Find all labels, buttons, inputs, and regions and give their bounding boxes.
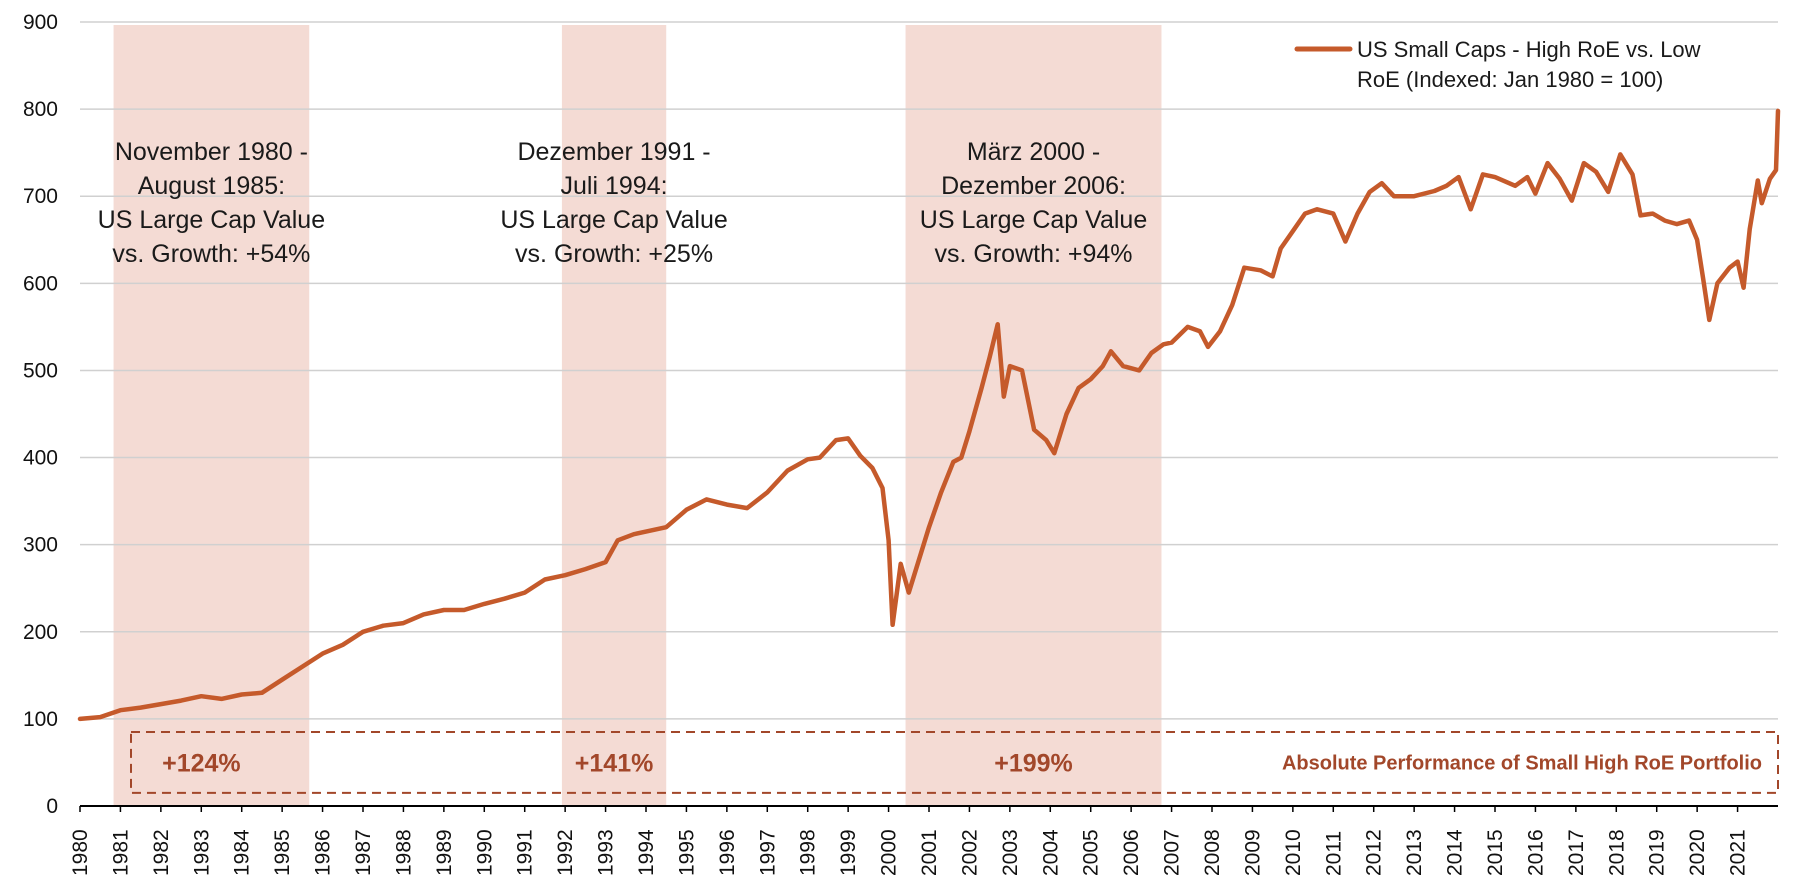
performance-value-1: +124% (162, 749, 241, 777)
x-tick-label: 1988 (392, 829, 415, 876)
x-tick-label: 2021 (1727, 829, 1750, 876)
y-tick-label: 600 (23, 272, 58, 295)
x-tick-label: 2020 (1686, 829, 1709, 876)
x-tick-label: 1980 (69, 829, 92, 876)
x-tick-label: 2003 (999, 829, 1022, 876)
y-tick-label: 100 (23, 708, 58, 731)
x-tick-label: 1995 (675, 829, 698, 876)
period-annotation-line: Dezember 2006: (941, 172, 1126, 200)
series-line-1 (77, 108, 1781, 722)
x-tick-label: 1993 (595, 829, 618, 876)
legend-label: US Small Caps - High RoE vs. Low (1357, 37, 1701, 62)
x-tick-label: 1997 (756, 829, 779, 876)
x-tick-label: 2007 (1161, 829, 1184, 876)
x-tick-label: 2010 (1282, 829, 1305, 876)
period-annotation-line: US Large Cap Value (98, 206, 325, 234)
x-tick-label: 2017 (1565, 829, 1588, 876)
performance-box-label: Absolute Performance of Small High RoE P… (1282, 752, 1762, 774)
x-tick-label: 2019 (1646, 829, 1669, 876)
x-tick-label: 1983 (190, 829, 213, 876)
x-tick-label: 1996 (716, 829, 739, 876)
x-tick-label: 1999 (837, 829, 860, 876)
x-tick-label: 2014 (1444, 829, 1467, 876)
x-tick-label: 2001 (918, 829, 941, 876)
legend: US Small Caps - High RoE vs. Low RoE (Ind… (1294, 37, 1701, 92)
x-tick-label: 1998 (797, 829, 820, 876)
x-tick-label: 2015 (1484, 829, 1507, 876)
x-tick-label: 2005 (1080, 829, 1103, 876)
y-tick-label: 500 (23, 359, 58, 382)
x-tick-label: 2013 (1403, 829, 1426, 876)
y-tick-label: 200 (23, 621, 58, 644)
series-lines (77, 108, 1781, 722)
x-tick-label: 2000 (878, 829, 901, 876)
x-tick-label: 2002 (958, 829, 981, 876)
x-tick-label: 2018 (1605, 829, 1628, 876)
legend-label: RoE (Indexed: Jan 1980 = 100) (1357, 67, 1663, 92)
y-tick-label: 400 (23, 447, 58, 470)
x-tick-label: 1986 (312, 829, 335, 876)
x-tick-label: 1981 (109, 829, 132, 876)
period-annotation-line: vs. Growth: +94% (935, 240, 1133, 268)
x-tick-label: 1992 (554, 829, 577, 876)
shaded-period-2 (561, 25, 667, 806)
x-tick-label: 2009 (1241, 829, 1264, 876)
x-axis-tick-labels: 1980 1981 1982 1983 1984 1985 1986 1987 1988 1989… (69, 806, 1750, 876)
period-annotation-line: November 1980 - (115, 138, 308, 166)
x-tick-label: 1991 (514, 829, 537, 876)
x-tick-label: 1987 (352, 829, 375, 876)
shaded-period-3 (905, 25, 1162, 806)
x-tick-label: 2012 (1363, 829, 1386, 876)
y-tick-label: 900 (23, 11, 58, 34)
performance-box: +124% +141% +199% Absolute Performance of S… (130, 730, 1779, 794)
y-tick-label: 300 (23, 534, 58, 557)
y-tick-label: 0 (46, 795, 58, 818)
period-annotation-line: Dezember 1991 - (517, 138, 710, 166)
y-axis-tick-labels: 0 100 200 300 400 500 600 700 800 900 (23, 11, 58, 818)
period-annotation-line: März 2000 - (967, 138, 1100, 166)
shaded-period-1 (113, 25, 310, 806)
x-tick-label: 1985 (271, 829, 294, 876)
x-tick-label: 2006 (1120, 829, 1143, 876)
x-tick-label: 1994 (635, 829, 658, 876)
performance-value-2: +141% (575, 749, 654, 777)
period-annotation-line: vs. Growth: +54% (112, 240, 310, 268)
x-tick-label: 1989 (433, 829, 456, 876)
x-tick-label: 1990 (473, 829, 496, 876)
x-tick-label: 2008 (1201, 829, 1224, 876)
period-annotation-line: vs. Growth: +25% (515, 240, 713, 268)
shaded-periods (113, 25, 1162, 806)
period-annotation-line: US Large Cap Value (500, 206, 727, 234)
x-tick-label: 2004 (1039, 829, 1062, 876)
y-tick-label: 800 (23, 98, 58, 121)
x-tick-label: 1984 (231, 829, 254, 876)
performance-value-3: +199% (994, 749, 1073, 777)
y-tick-label: 700 (23, 185, 58, 208)
period-annotation-line: August 1985: (138, 172, 285, 200)
x-tick-label: 2016 (1524, 829, 1547, 876)
period-annotation-line: US Large Cap Value (920, 206, 1147, 234)
x-tick-label: 2011 (1322, 831, 1345, 876)
x-tick-label: 1982 (150, 829, 173, 876)
period-annotation-line: Juli 1994: (561, 172, 668, 200)
period-annotations: November 1980 - August 1985: US Large Cap … (98, 138, 1148, 268)
